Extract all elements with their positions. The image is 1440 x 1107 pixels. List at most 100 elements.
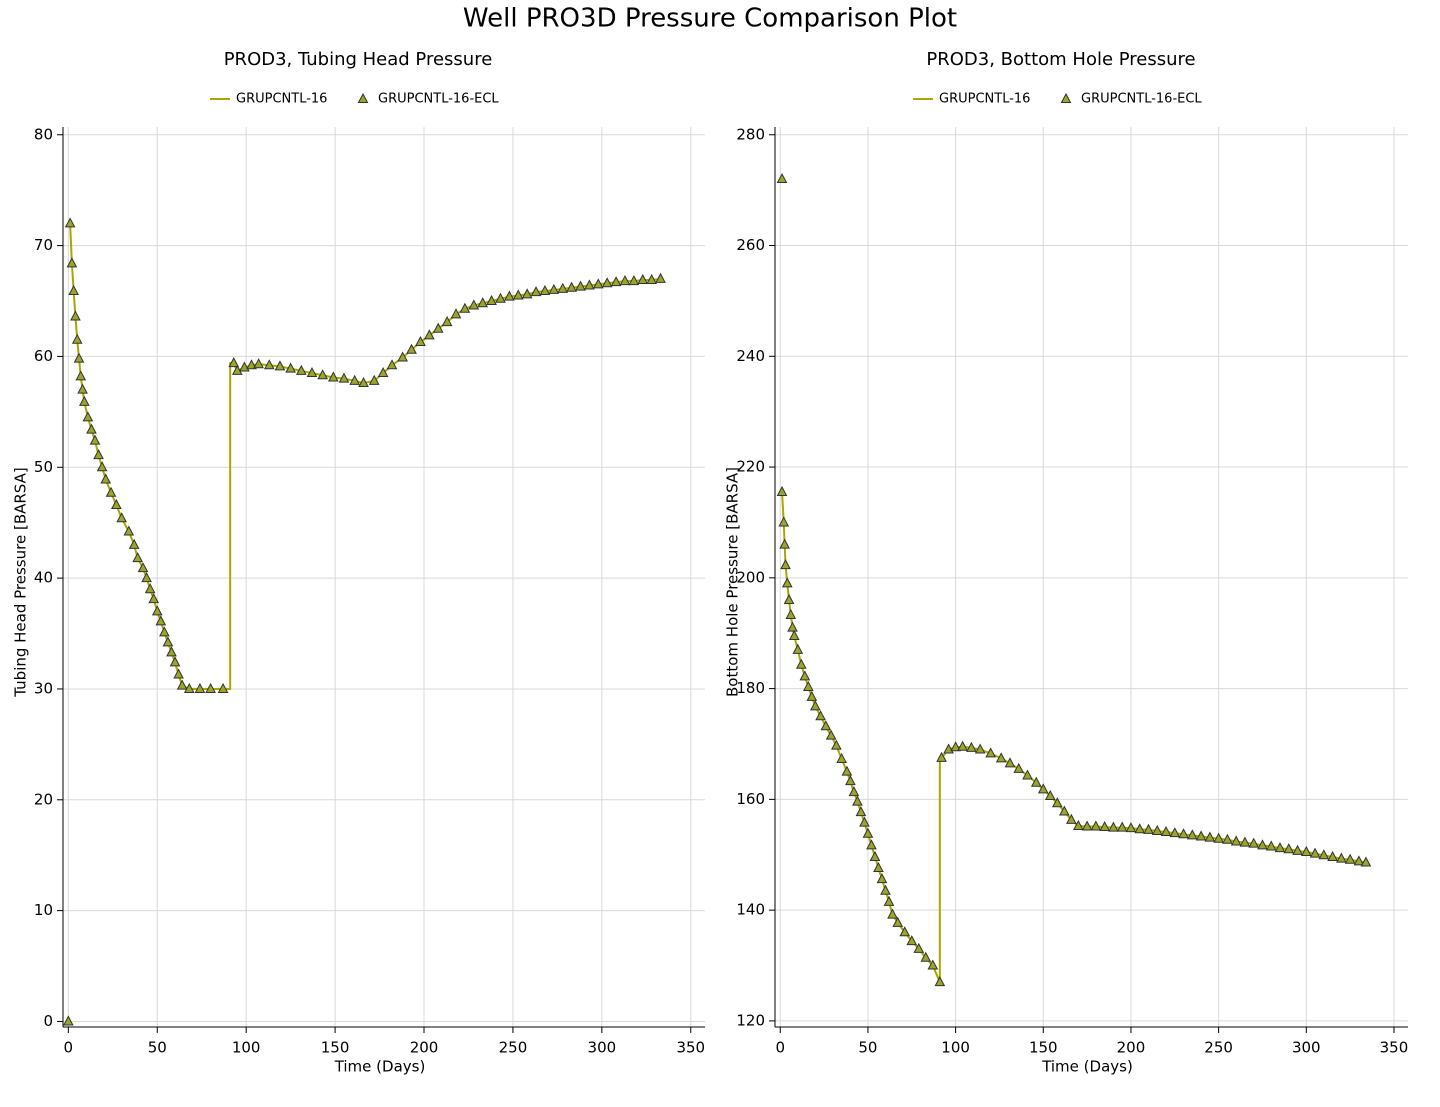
y-tick-label: 120	[736, 1011, 765, 1029]
marker	[1037, 783, 1049, 794]
marker	[539, 284, 551, 296]
marker	[869, 850, 881, 861]
marker	[778, 516, 790, 527]
marker	[495, 292, 506, 303]
marker	[377, 366, 389, 378]
marker	[1283, 843, 1295, 854]
marker	[936, 751, 947, 762]
marker	[1327, 850, 1338, 861]
marker	[966, 741, 977, 752]
chart-title: PROD3, Bottom Hole Pressure	[926, 49, 1195, 70]
marker	[1195, 830, 1207, 841]
x-axis-label: Time (Days)	[334, 1058, 426, 1076]
marker	[957, 740, 968, 751]
marker	[1309, 847, 1321, 858]
marker	[913, 942, 925, 953]
marker	[1134, 823, 1146, 834]
marker	[194, 682, 206, 693]
marker	[521, 288, 533, 299]
marker	[274, 360, 286, 371]
x-tick-label: 350	[1380, 1039, 1409, 1057]
marker	[1213, 832, 1224, 843]
marker	[1044, 789, 1056, 801]
marker	[584, 279, 595, 290]
x-tick-label: 350	[676, 1039, 705, 1057]
x-tick-label: 0	[775, 1039, 785, 1057]
marker	[566, 281, 577, 292]
marker	[128, 538, 140, 549]
marker	[601, 277, 613, 288]
marker	[66, 257, 78, 268]
legend-label: GRUPCNTL-16-ECL	[378, 92, 499, 107]
marker	[619, 274, 631, 286]
marker	[151, 605, 163, 616]
marker	[349, 374, 360, 385]
legend-label: GRUPCNTL-16	[236, 92, 327, 107]
y-tick-label: 50	[34, 458, 53, 476]
marker	[825, 729, 837, 740]
marker	[246, 359, 257, 370]
marker	[927, 959, 939, 970]
marker	[820, 720, 832, 731]
marker	[144, 583, 156, 594]
marker	[368, 374, 380, 385]
marker	[781, 577, 793, 588]
marker	[1239, 836, 1251, 847]
marker	[866, 839, 877, 850]
x-axis-label: Time (Days)	[1041, 1058, 1133, 1076]
marker	[77, 383, 88, 394]
y-axis-label: Bottom Hole Pressure [BARSA]	[724, 467, 742, 697]
y-tick-label: 70	[34, 236, 53, 254]
y-tick-label: 60	[34, 347, 53, 365]
series-line	[781, 491, 1367, 983]
marker	[228, 357, 240, 368]
marker	[415, 335, 426, 347]
marker	[155, 615, 167, 626]
marker	[63, 1015, 74, 1026]
marker	[785, 608, 797, 619]
marker	[93, 449, 104, 460]
marker	[934, 976, 946, 987]
marker	[809, 700, 821, 711]
x-tick-label: 250	[1204, 1039, 1233, 1057]
x-tick-label: 200	[1117, 1039, 1146, 1057]
marker	[815, 710, 826, 721]
marker	[486, 294, 497, 306]
marker	[1151, 824, 1163, 835]
marker	[111, 498, 122, 509]
marker	[1318, 849, 1330, 860]
y-axis-label: Tubing Head Pressure [BARSA]	[12, 467, 30, 697]
marker	[985, 747, 997, 758]
marker	[71, 333, 83, 344]
y-tick-label: 240	[736, 347, 765, 365]
marker	[974, 743, 986, 754]
marker	[459, 302, 471, 313]
marker	[610, 276, 622, 287]
y-tick-label: 220	[736, 458, 765, 476]
marker	[450, 308, 462, 319]
marker	[862, 827, 874, 838]
marker	[799, 670, 811, 681]
legend-swatch	[1060, 92, 1072, 103]
marker	[1178, 828, 1189, 839]
marker	[285, 362, 296, 373]
marker	[173, 668, 184, 679]
y-tick-label: 180	[736, 679, 765, 697]
marker	[1160, 825, 1172, 837]
marker	[776, 485, 788, 496]
marker	[780, 559, 791, 570]
marker	[1013, 762, 1025, 773]
x-tick-label: 50	[148, 1039, 167, 1057]
marker	[1265, 840, 1277, 851]
x-tick-label: 50	[858, 1039, 877, 1057]
marker	[1204, 831, 1216, 842]
marker	[557, 282, 569, 293]
marker	[1186, 829, 1198, 840]
marker	[1143, 823, 1154, 834]
marker	[1300, 845, 1312, 856]
marker	[806, 690, 818, 701]
marker	[880, 884, 891, 895]
marker	[73, 352, 85, 363]
x-tick-label: 300	[588, 1039, 617, 1057]
